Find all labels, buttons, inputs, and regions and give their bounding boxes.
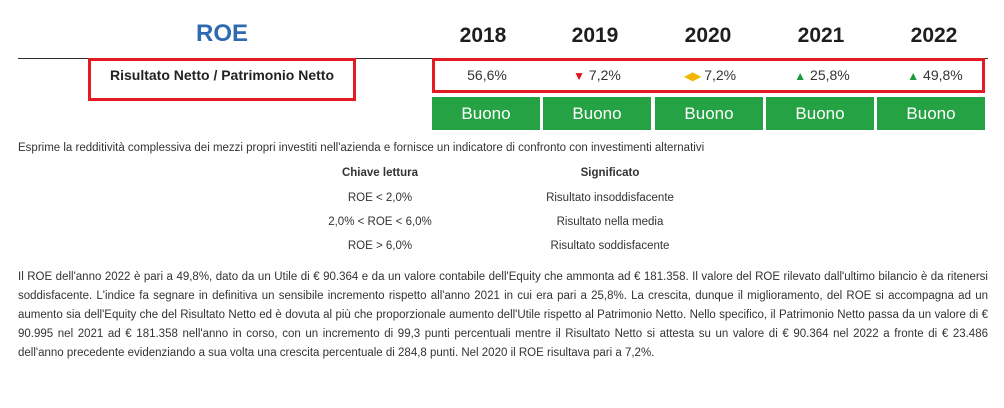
legend-meaning: Risultato soddisfacente (550, 240, 670, 252)
year-2018-heading: 2018 (459, 24, 507, 47)
value-2020-text: 7,2% (704, 67, 737, 83)
trend-up-icon: ▲ (794, 69, 807, 83)
value-2022: ▲ 49,8% (880, 67, 990, 83)
value-2021-text: 25,8% (810, 67, 850, 83)
value-2019-text: 7,2% (588, 67, 621, 83)
year-header-row: 2018 2019 2020 2021 2022 (428, 24, 988, 54)
value-2018-text: 56,6% (467, 67, 507, 83)
rating-badge-2021: Buono (766, 97, 874, 130)
values-highlight (432, 58, 985, 93)
legend-meaning: Risultato insoddisfacente (546, 192, 674, 204)
legend-key: 2,0% < ROE < 6,0% (328, 216, 432, 228)
rating-badge-2022: Buono (877, 97, 985, 130)
trend-up-icon: ▲ (907, 69, 920, 83)
row-label: Risultato Netto / Patrimonio Netto (110, 67, 334, 83)
year-2021-heading: 2021 (797, 24, 845, 47)
rating-badge-2018: Buono (432, 97, 540, 130)
year-2019-heading: 2019 (571, 24, 619, 47)
trend-flat-icon: ◀▶ (683, 69, 701, 83)
legend-key: ROE > 6,0% (347, 240, 413, 252)
value-2022-text: 49,8% (923, 67, 963, 83)
legend-meaning-heading: Significato (580, 167, 640, 179)
year-2022-heading: 2022 (910, 24, 958, 47)
value-2019: ▼ 7,2% (542, 67, 652, 83)
page-title: ROE (195, 20, 248, 47)
year-2020-heading: 2020 (684, 24, 732, 47)
row-label-highlight (88, 58, 356, 101)
value-2020: ◀▶ 7,2% (655, 67, 765, 83)
analysis-paragraph: Il ROE dell'anno 2022 è pari a 49,8%, da… (18, 271, 988, 359)
legend-key-heading: Chiave lettura (341, 167, 419, 179)
trend-down-icon: ▼ (573, 69, 586, 83)
legend-meaning: Risultato nella media (556, 216, 664, 228)
legend-key: ROE < 2,0% (347, 192, 413, 204)
indicator-description: Esprime la redditività complessiva dei m… (18, 142, 705, 154)
rating-badge-2019: Buono (543, 97, 651, 130)
rating-badge-2020: Buono (655, 97, 763, 130)
value-2021: ▲ 25,8% (767, 67, 877, 83)
value-2018: 56,6% (432, 67, 542, 83)
